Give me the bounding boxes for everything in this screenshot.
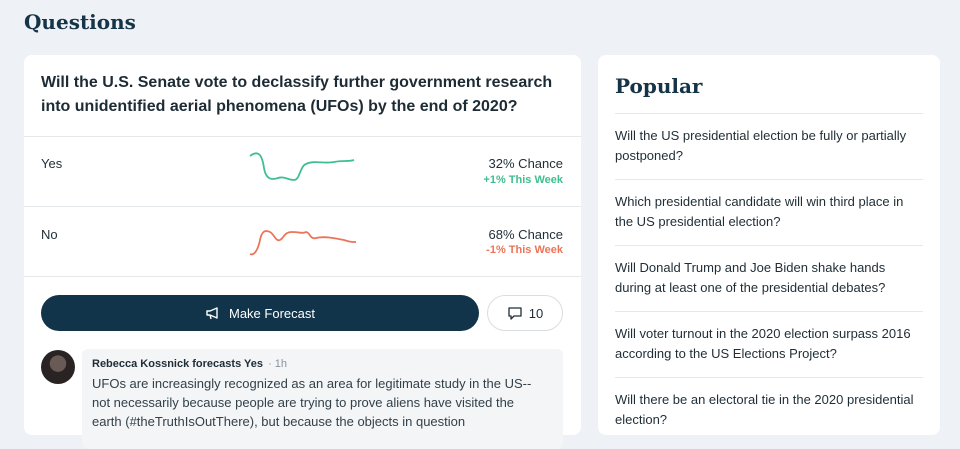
button-label: Make Forecast	[229, 305, 315, 321]
outcome-change: -1% This Week	[486, 244, 563, 256]
popular-question[interactable]: Will voter turnout in the 2020 election …	[615, 326, 911, 361]
comment-box: Rebecca Kossnick forecasts Yes · 1h UFOs…	[82, 349, 563, 449]
comment-text: UFOs are increasingly recognized as an a…	[92, 376, 532, 429]
popular-question[interactable]: Which presidential candidate will win th…	[615, 194, 904, 229]
question-card: Will the U.S. Senate vote to declassify …	[24, 55, 581, 449]
outcome-label: No	[41, 227, 58, 242]
comment-count: 10	[528, 305, 544, 321]
comment-time: · 1h	[268, 358, 288, 370]
avatar	[41, 350, 75, 384]
popular-question[interactable]: Will the US presidential election be ful…	[615, 128, 907, 163]
megaphone-icon	[206, 307, 218, 320]
outcome-change: +1% This Week	[483, 174, 563, 186]
popular-question[interactable]: Will there be an electoral tie in the 20…	[615, 392, 914, 427]
popular-question[interactable]: Will Donald Trump and Joe Biden shake ha…	[615, 260, 886, 295]
divider	[24, 136, 581, 137]
popular-title: Popular	[615, 74, 703, 98]
divider	[24, 206, 581, 207]
divider	[615, 377, 923, 378]
outcome-chance: 32% Chance	[488, 156, 563, 171]
comment-author: Rebecca Kossnick forecasts Yes	[92, 358, 264, 370]
outcome-chance: 68% Chance	[488, 227, 563, 242]
divider	[24, 276, 581, 277]
sparkline	[249, 230, 357, 256]
popular-card: Popular Will the US presidential electio…	[598, 55, 940, 435]
comment-icon	[508, 307, 522, 320]
sparkline	[249, 152, 355, 181]
divider	[615, 179, 923, 180]
page-title: Questions	[24, 10, 136, 34]
question-title[interactable]: Will the U.S. Senate vote to declassify …	[41, 74, 553, 115]
page: Questions Will the U.S. Senate vote to d…	[24, 10, 940, 435]
divider	[615, 245, 923, 246]
divider	[615, 113, 923, 114]
make-forecast-button[interactable]: Make Forecast	[41, 295, 479, 331]
comment-header: Rebecca Kossnick forecasts Yes · 1h	[92, 358, 287, 370]
comments-button[interactable]: 10	[487, 295, 563, 331]
outcome-label: Yes	[41, 156, 63, 171]
divider	[615, 311, 923, 312]
